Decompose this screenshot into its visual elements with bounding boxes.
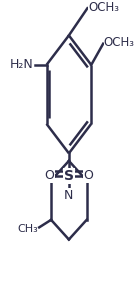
Text: H₂N: H₂N bbox=[10, 58, 34, 71]
Text: OCH₃: OCH₃ bbox=[104, 36, 135, 49]
Text: OCH₃: OCH₃ bbox=[88, 1, 119, 14]
Text: S: S bbox=[64, 169, 74, 183]
Text: N: N bbox=[64, 189, 74, 202]
Text: O: O bbox=[45, 170, 55, 182]
Text: CH₃: CH₃ bbox=[18, 224, 38, 234]
Text: O: O bbox=[83, 170, 93, 182]
